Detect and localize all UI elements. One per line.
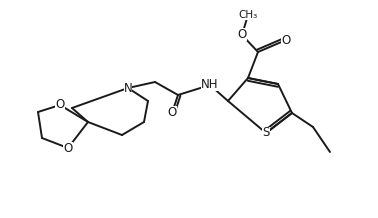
Text: O: O	[55, 99, 65, 111]
Text: O: O	[64, 141, 73, 155]
Text: CH₃: CH₃	[239, 10, 258, 20]
Text: S: S	[262, 126, 270, 140]
Text: O: O	[281, 34, 291, 46]
Text: NH: NH	[201, 78, 219, 92]
Text: O: O	[167, 107, 177, 119]
Text: N: N	[124, 82, 132, 94]
Text: O: O	[237, 29, 246, 41]
